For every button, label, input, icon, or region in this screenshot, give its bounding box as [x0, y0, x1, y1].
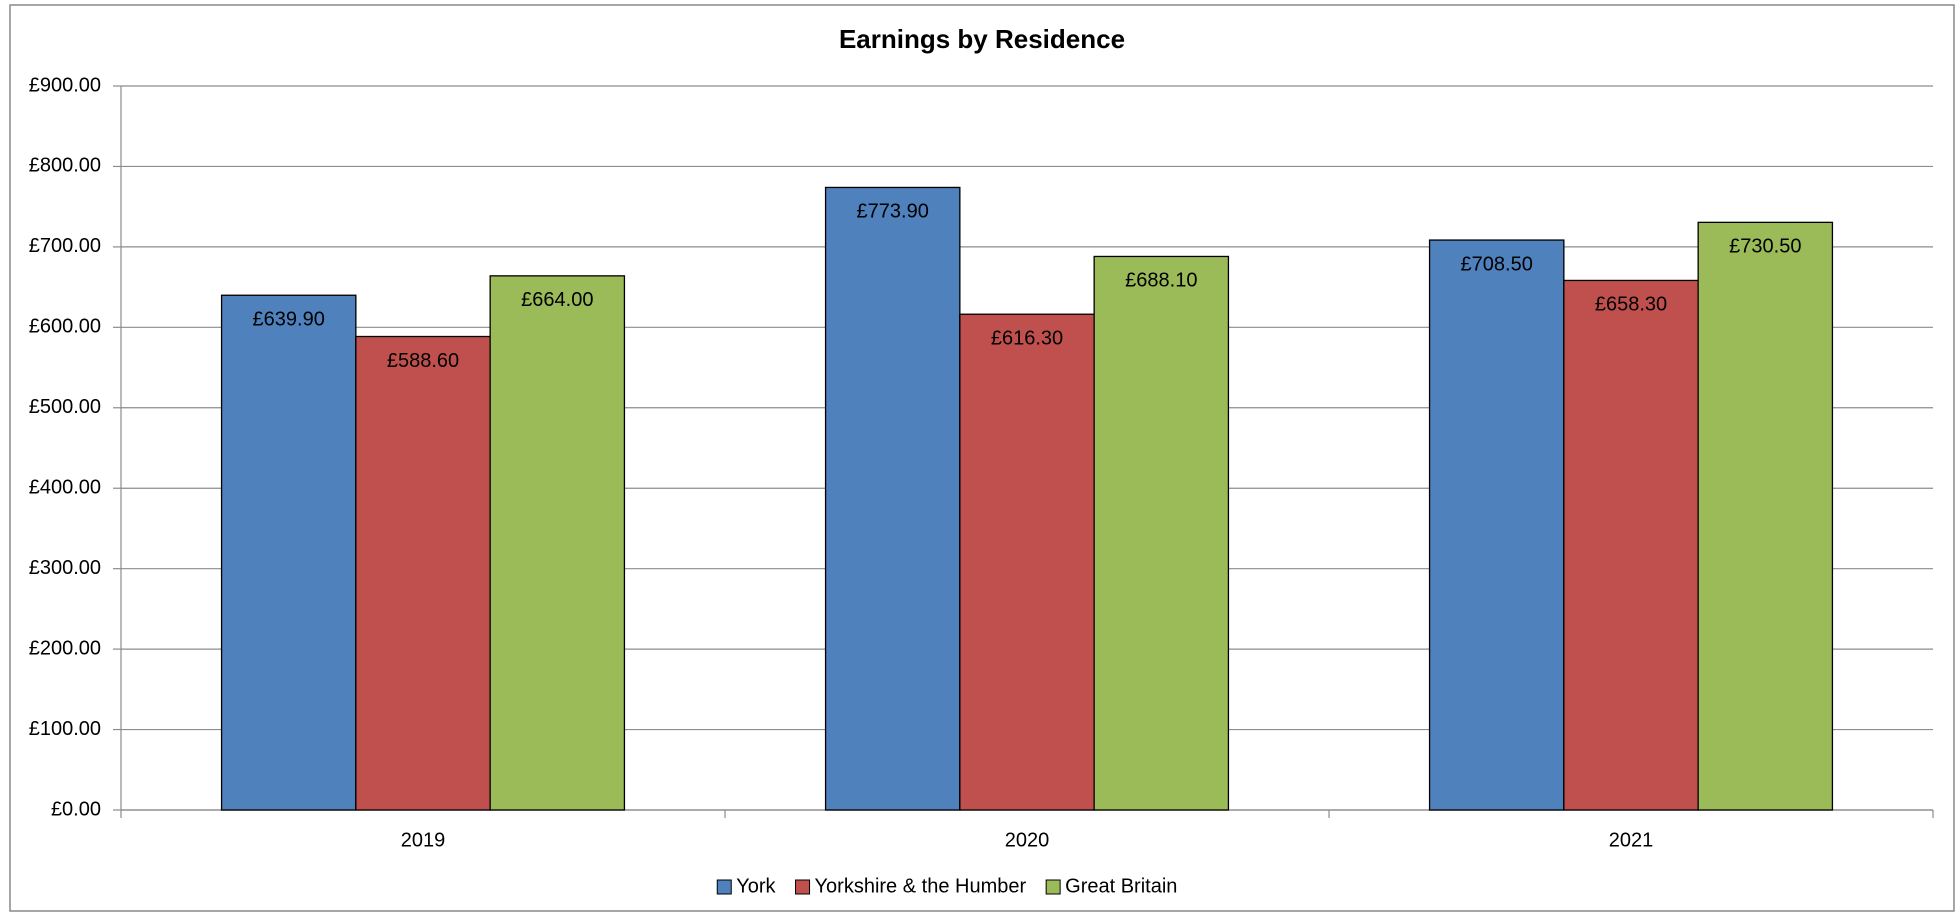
data-label: £639.90 [253, 309, 325, 331]
data-label: £773.90 [857, 201, 929, 223]
y-tick-label: £100.00 [29, 718, 101, 740]
x-tick-label: 2020 [1005, 829, 1050, 851]
bar [1093, 255, 1230, 811]
legend-swatch [716, 879, 732, 895]
y-tick-label: £400.00 [29, 477, 101, 499]
y-tick-label: £600.00 [29, 316, 101, 338]
chart-title: Earnings by Residence [839, 24, 1125, 54]
data-label: £588.60 [387, 350, 459, 372]
y-tick-label: £200.00 [29, 637, 101, 659]
y-tick-label: £500.00 [29, 396, 101, 418]
y-tick-label: £0.00 [51, 798, 101, 820]
data-label: £658.30 [1595, 294, 1667, 316]
bar [1428, 239, 1565, 811]
bar [959, 313, 1095, 811]
legend-label: Yorkshire & the Humber [815, 875, 1027, 897]
legend-swatch [795, 879, 811, 895]
bar [824, 186, 961, 811]
data-label: £688.10 [1125, 270, 1197, 292]
y-tick-label: £700.00 [29, 235, 101, 257]
data-label: £664.00 [521, 289, 593, 311]
bar [1563, 279, 1699, 811]
data-label: £616.30 [991, 328, 1063, 350]
data-label: £708.50 [1461, 253, 1533, 275]
data-label: £730.50 [1729, 236, 1801, 258]
bar [220, 294, 357, 811]
legend-label: York [736, 875, 776, 897]
bar [1697, 221, 1834, 811]
x-tick-label: 2021 [1609, 829, 1654, 851]
bar [489, 275, 626, 811]
x-tick-label: 2019 [401, 829, 446, 851]
y-tick-label: £800.00 [29, 155, 101, 177]
y-tick-label: £300.00 [29, 557, 101, 579]
legend-label: Great Britain [1065, 875, 1177, 897]
legend-swatch [1045, 879, 1061, 895]
y-tick-label: £900.00 [29, 74, 101, 96]
bar [355, 335, 491, 811]
